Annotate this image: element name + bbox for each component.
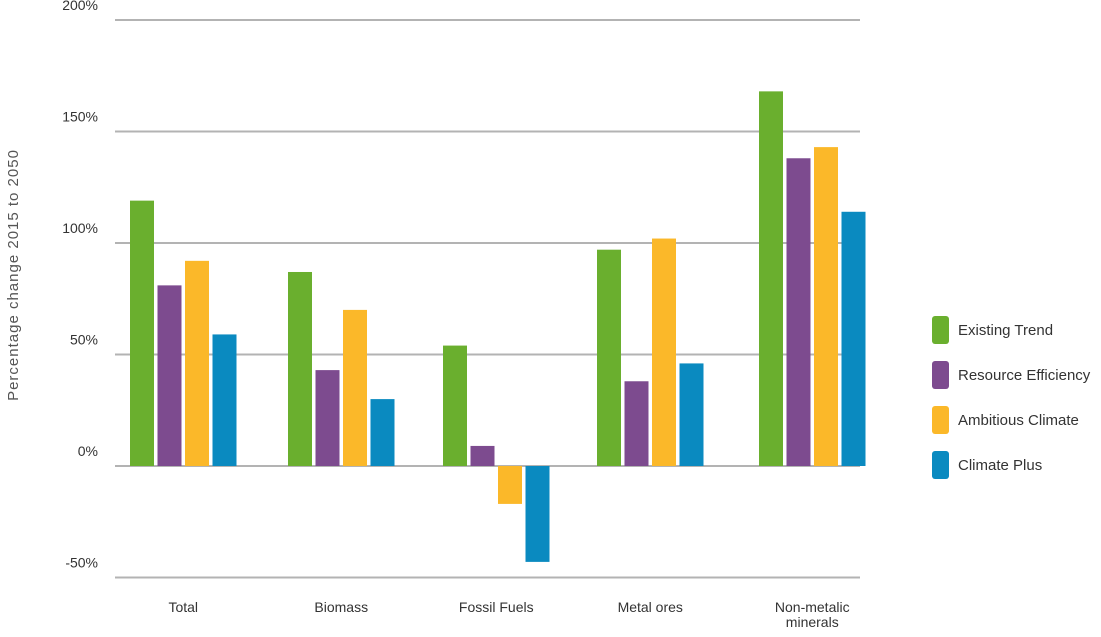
bar-existing-trend-fossil-fuels	[443, 345, 467, 466]
legend-label: Climate Plus	[958, 457, 1042, 474]
bar-existing-trend-non-metalic-minerals	[759, 91, 783, 467]
bars	[130, 91, 866, 562]
legend: Existing Trend Resource Efficiency Ambitio…	[932, 316, 1091, 479]
legend-swatch	[932, 316, 949, 344]
bar-existing-trend-biomass	[288, 271, 312, 466]
bar-ambitious-climate-biomass	[343, 309, 367, 466]
bar-resource-efficiency-total	[157, 285, 182, 466]
bar-existing-trend-total	[130, 200, 154, 466]
bar-existing-trend-metal-ores	[597, 249, 621, 466]
y-axis-label: Percentage change 2015 to 2050	[5, 149, 22, 401]
bar-resource-efficiency-metal-ores	[624, 381, 649, 466]
legend-swatch	[932, 361, 949, 389]
y-axis-ticks: 200% 150% 100% 50% 0% -50%	[62, 0, 98, 571]
legend-item: Existing Trend	[932, 316, 1053, 344]
legend-swatch	[932, 451, 949, 479]
x-tick-label: Metal ores	[618, 599, 683, 615]
legend-swatch	[932, 406, 949, 434]
legend-item: Resource Efficiency	[932, 361, 1091, 389]
bar-ambitious-climate-fossil-fuels	[498, 466, 522, 504]
bar-resource-efficiency-non-metalic-minerals	[786, 158, 811, 466]
bar-climate-plus-metal-ores	[679, 363, 704, 466]
bar-ambitious-climate-metal-ores	[652, 238, 676, 466]
y-tick-label: 100%	[62, 220, 98, 236]
x-axis-ticks: Total Biomass Fossil Fuels Metal ores Non-me…	[168, 599, 849, 630]
bar-climate-plus-total	[212, 334, 237, 466]
x-tick-label: Fossil Fuels	[459, 599, 534, 615]
x-tick-label: Biomass	[314, 599, 368, 615]
legend-label: Existing Trend	[958, 322, 1053, 339]
legend-label: Ambitious Climate	[958, 412, 1079, 429]
bar-ambitious-climate-total	[185, 260, 209, 466]
x-tick-label: Non-metalic minerals	[775, 599, 850, 630]
y-tick-label: 0%	[78, 443, 98, 459]
grid	[115, 19, 860, 579]
bar-climate-plus-biomass	[370, 399, 395, 466]
legend-item: Climate Plus	[932, 451, 1042, 479]
bar-ambitious-climate-non-metalic-minerals	[814, 147, 838, 467]
legend-item: Ambitious Climate	[932, 406, 1079, 434]
legend-label: Resource Efficiency	[958, 367, 1091, 384]
bar-resource-efficiency-biomass	[315, 370, 340, 466]
y-tick-label: -50%	[65, 555, 98, 571]
x-tick-label: Total	[168, 599, 198, 615]
y-tick-label: 200%	[62, 0, 98, 13]
bar-resource-efficiency-fossil-fuels	[470, 445, 495, 466]
y-tick-label: 50%	[70, 332, 98, 348]
bar-climate-plus-fossil-fuels	[525, 466, 550, 562]
bar-climate-plus-non-metalic-minerals	[841, 211, 866, 466]
y-tick-label: 150%	[62, 109, 98, 125]
